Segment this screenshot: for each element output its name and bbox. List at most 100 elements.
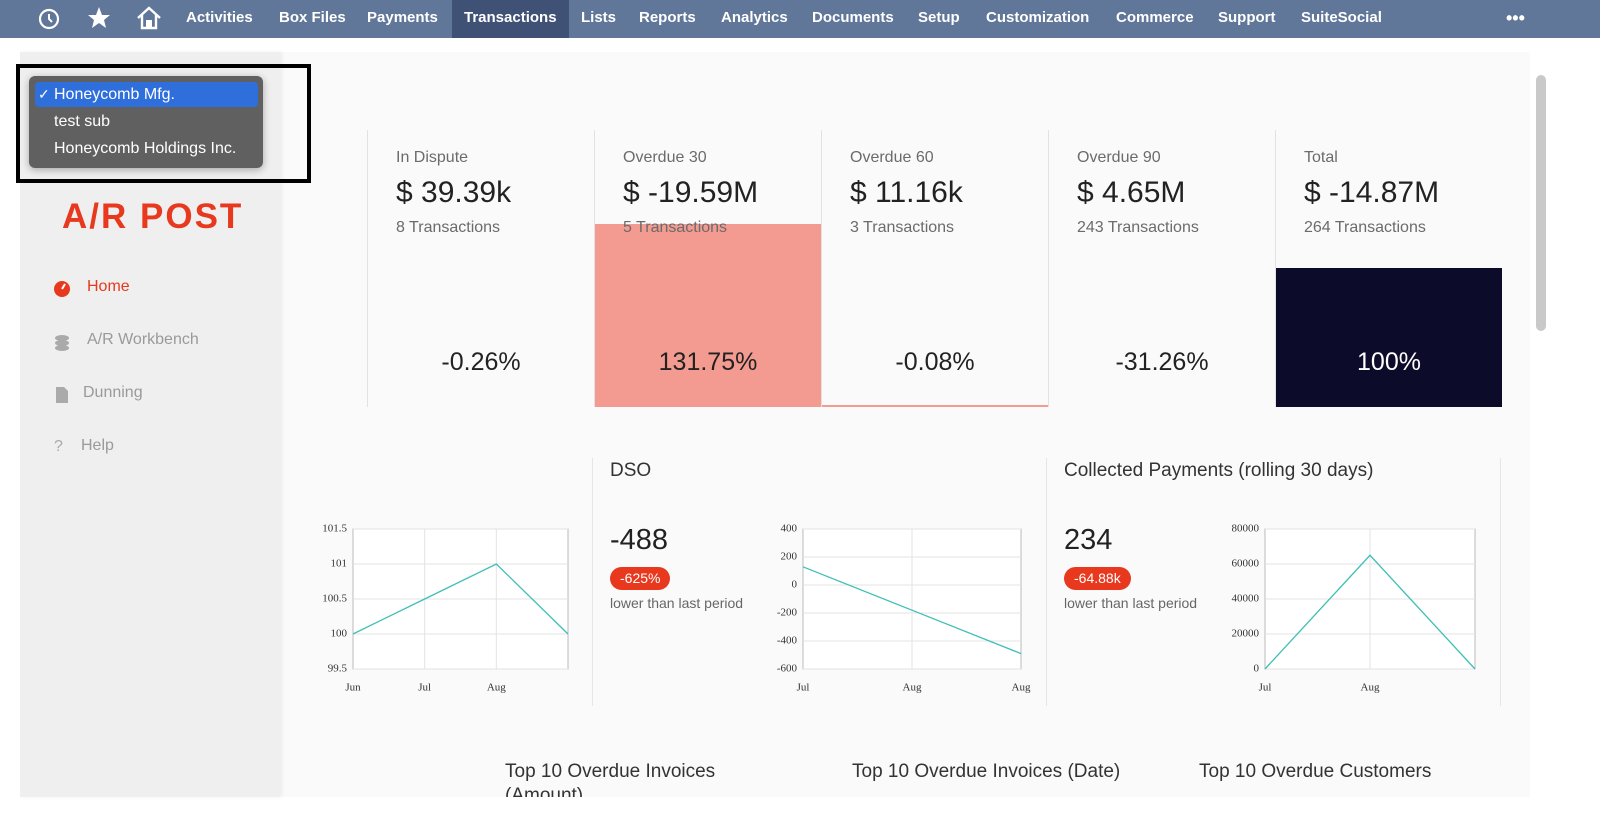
y-tick-label: -200 <box>777 607 798 619</box>
card-title: Overdue 60 <box>850 149 934 166</box>
change-badge: -625% <box>610 567 671 590</box>
menu-option[interactable]: ✓ Honeycomb Mfg. <box>35 82 258 107</box>
y-tick-label: 200 <box>781 551 798 563</box>
aging-card[interactable]: Overdue 30 $ -19.59M 5 Transactions 131.75% <box>594 130 821 407</box>
nav-item[interactable]: Commerce <box>1116 9 1194 26</box>
help-icon: ? <box>54 438 63 455</box>
y-tick-label: 400 <box>781 523 798 535</box>
card-percent: 100% <box>1357 348 1421 376</box>
card-amount: $ 11.16k <box>850 176 963 209</box>
nav-item[interactable]: Reports <box>639 9 696 26</box>
card-fill <box>1276 268 1502 407</box>
y-tick-label: 100.5 <box>322 593 347 605</box>
subsidiary-menu[interactable]: ✓ Honeycomb Mfg. test sub Honeycomb Holding… <box>29 76 263 168</box>
x-tick-label: Jul <box>797 682 810 694</box>
y-tick-label: 60000 <box>1232 558 1260 570</box>
table-title: Top 10 Overdue Invoices (Amount) <box>505 761 716 797</box>
card-fill <box>822 405 1048 407</box>
x-tick-label: Jul <box>418 682 431 694</box>
metric-title: DSO <box>610 460 652 481</box>
y-tick-label: 99.5 <box>328 663 348 675</box>
favorites-icon[interactable] <box>86 5 112 31</box>
y-tick-label: 80000 <box>1232 523 1260 535</box>
card-transactions: 243 Transactions <box>1077 219 1199 236</box>
line-series <box>352 563 569 635</box>
aging-card[interactable]: Overdue 90 $ 4.65M 243 Transactions -31.26% <box>1048 130 1275 407</box>
check-mark: ✓ <box>38 86 50 102</box>
metric-panel: Collected Payments (rolling 30 days) 234 -… <box>1046 458 1501 706</box>
metric-panel: DSO -488 -625% lower than last period <box>592 458 1047 706</box>
metric-panel <box>282 458 593 706</box>
y-tick-label: -400 <box>777 635 798 647</box>
card-amount: $ -19.59M <box>623 176 759 209</box>
card-amount: $ 39.39k <box>396 176 512 209</box>
card-amount: $ -14.87M <box>1304 176 1440 209</box>
scrollbar-thumb[interactable] <box>1536 75 1546 331</box>
card-title: In Dispute <box>396 149 469 166</box>
option-label: test sub <box>54 113 111 130</box>
aging-card[interactable]: In Dispute $ 39.39k 8 Transactions -0.26% <box>367 130 594 407</box>
metric-title: Collected Payments (rolling 30 days) <box>1064 460 1374 481</box>
card-transactions: 264 Transactions <box>1304 219 1426 236</box>
card-percent: 131.75% <box>658 348 758 376</box>
metric-value: 234 <box>1064 524 1113 556</box>
option-label: Honeycomb Mfg. <box>54 86 175 103</box>
metric-value: -488 <box>610 524 669 556</box>
x-tick-label: Aug <box>487 682 506 694</box>
metric-note: lower than last period <box>610 595 744 611</box>
nav-item[interactable]: Activities <box>186 9 253 26</box>
y-tick-label: -600 <box>777 663 798 675</box>
y-tick-label: 40000 <box>1232 593 1260 605</box>
sidebar-item[interactable]: Dunning <box>83 384 143 401</box>
nav-item[interactable]: SuiteSocial <box>1301 9 1382 26</box>
nav-item[interactable]: Analytics <box>721 9 788 26</box>
aging-card[interactable]: Overdue 60 $ 11.16k 3 Transactions -0.08% <box>821 130 1048 407</box>
y-tick-label: 20000 <box>1232 628 1260 640</box>
card-title: Overdue 90 <box>1077 149 1161 166</box>
option-label: Honeycomb Holdings Inc. <box>54 140 237 157</box>
y-tick-label: 0 <box>1254 663 1260 675</box>
sidebar-item[interactable]: Help <box>81 437 114 454</box>
nav-item[interactable]: Box Files <box>279 9 346 26</box>
nav-item[interactable]: Customization <box>986 9 1090 26</box>
nav-item[interactable]: Transactions <box>452 0 569 38</box>
sidebar-item[interactable]: A/R Workbench <box>87 331 199 348</box>
table-title: Top 10 Overdue Customers <box>1199 761 1432 782</box>
top-nav: Activities Box Files Payments Transactions L… <box>0 0 1600 38</box>
more-menu[interactable]: ••• <box>1506 8 1525 28</box>
x-tick-label: Jul <box>1259 682 1272 694</box>
menu-option[interactable]: Honeycomb Holdings Inc. <box>35 136 258 161</box>
y-tick-label: 101.5 <box>322 523 347 535</box>
line-series <box>802 566 1022 655</box>
card-percent: -0.08% <box>895 348 975 376</box>
home-icon <box>54 281 70 297</box>
nav-item[interactable]: Lists <box>581 9 617 26</box>
x-tick-label: Aug <box>1361 682 1380 694</box>
y-tick-label: 0 <box>792 579 798 591</box>
metric-note: lower than last period <box>1064 595 1198 611</box>
sidebar-item[interactable]: Home <box>87 278 130 295</box>
nav-item[interactable]: Payments <box>367 9 438 26</box>
y-tick-label: 100 <box>331 628 348 640</box>
card-title: Overdue 30 <box>623 149 707 166</box>
line-series <box>1264 554 1476 670</box>
card-transactions: 5 Transactions <box>623 219 728 236</box>
sidebar: A/R POST ? Home A/R Workbench Dunning Help <box>20 52 280 797</box>
history-icon[interactable] <box>36 6 62 32</box>
home-icon[interactable] <box>135 4 163 32</box>
logo: A/R POST <box>62 197 244 236</box>
card-percent: -0.26% <box>441 348 521 376</box>
nav-item[interactable]: Documents <box>812 9 894 26</box>
x-tick-label: Jun <box>345 682 361 694</box>
menu-option[interactable]: test sub <box>35 109 258 134</box>
aging-card[interactable]: Total $ -14.87M 264 Transactions 100% <box>1275 130 1502 407</box>
card-amount: $ 4.65M <box>1077 176 1186 209</box>
highlight-frame <box>16 64 311 183</box>
nav-item[interactable]: Support <box>1218 9 1276 26</box>
card-transactions: 3 Transactions <box>850 219 955 236</box>
nav-item[interactable]: Setup <box>918 9 960 26</box>
table-title: Top 10 Overdue Invoices (Date) <box>852 761 1121 782</box>
card-fill <box>595 224 821 407</box>
